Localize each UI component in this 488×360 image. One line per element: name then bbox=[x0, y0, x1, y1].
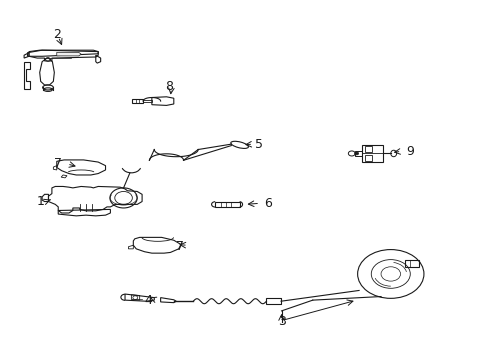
Text: 7: 7 bbox=[54, 157, 62, 170]
Text: 8: 8 bbox=[164, 80, 173, 93]
Text: 3: 3 bbox=[277, 315, 285, 328]
Text: 6: 6 bbox=[264, 197, 271, 210]
Text: 4: 4 bbox=[144, 294, 152, 307]
Text: 9: 9 bbox=[406, 145, 413, 158]
Circle shape bbox=[354, 152, 358, 155]
Text: 1: 1 bbox=[37, 195, 44, 208]
Text: 2: 2 bbox=[53, 28, 61, 41]
Text: 7: 7 bbox=[176, 240, 184, 253]
Text: 5: 5 bbox=[255, 138, 263, 150]
Polygon shape bbox=[57, 52, 81, 56]
